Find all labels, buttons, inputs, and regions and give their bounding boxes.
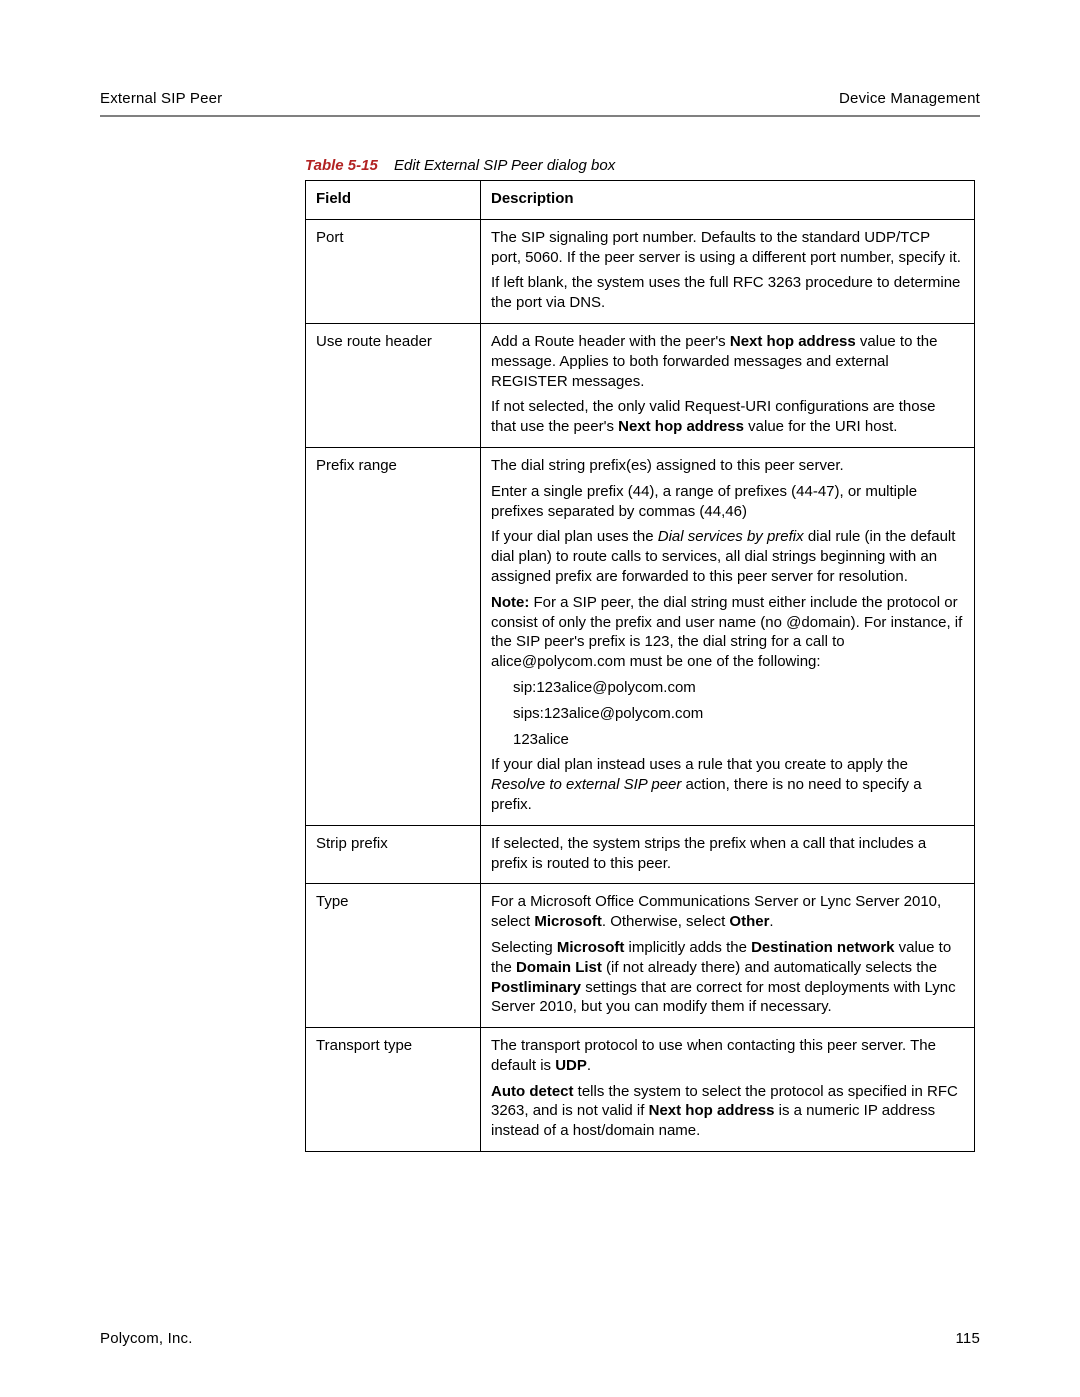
page: External SIP Peer Device Management Tabl… xyxy=(0,0,1080,1397)
desc-para: Enter a single prefix (44), a range of p… xyxy=(491,482,964,522)
description-cell: The transport protocol to use when conta… xyxy=(481,1028,975,1152)
description-cell: For a Microsoft Office Communications Se… xyxy=(481,884,975,1028)
text: . xyxy=(587,1057,591,1074)
desc-para: The SIP signaling port number. Defaults … xyxy=(491,228,964,268)
header-rule xyxy=(100,115,980,117)
bold-text: Postliminary xyxy=(491,979,581,996)
example-line: 123alice xyxy=(513,730,964,750)
header-left: External SIP Peer xyxy=(100,90,222,107)
field-cell: Prefix range xyxy=(306,447,481,825)
desc-para: If left blank, the system uses the full … xyxy=(491,273,964,313)
desc-para: If selected, the system strips the prefi… xyxy=(491,834,964,874)
page-footer: Polycom, Inc. 115 xyxy=(100,1330,980,1347)
table-row: Port The SIP signaling port number. Defa… xyxy=(306,219,975,323)
description-cell: Add a Route header with the peer's Next … xyxy=(481,323,975,447)
table-row: Strip prefix If selected, the system str… xyxy=(306,825,975,884)
col-header-description: Description xyxy=(481,181,975,220)
text: value for the URI host. xyxy=(744,418,897,435)
bold-text: Other xyxy=(729,913,769,930)
description-cell: The SIP signaling port number. Defaults … xyxy=(481,219,975,323)
table-row: Transport type The transport protocol to… xyxy=(306,1028,975,1152)
desc-para: Selecting Microsoft implicitly adds the … xyxy=(491,938,964,1017)
table-caption: Table 5-15 Edit External SIP Peer dialog… xyxy=(305,157,975,174)
desc-para: The transport protocol to use when conta… xyxy=(491,1036,964,1076)
text: Add a Route header with the peer's xyxy=(491,333,730,350)
bold-text: UDP xyxy=(555,1057,587,1074)
table-header-row: Field Description xyxy=(306,181,975,220)
desc-para: If your dial plan instead uses a rule th… xyxy=(491,755,964,814)
description-cell: The dial string prefix(es) assigned to t… xyxy=(481,447,975,825)
field-cell: Type xyxy=(306,884,481,1028)
example-line: sip:123alice@polycom.com xyxy=(513,678,964,698)
text: . Otherwise, select xyxy=(602,913,730,930)
footer-right: 115 xyxy=(955,1330,980,1347)
field-cell: Transport type xyxy=(306,1028,481,1152)
table-row: Type For a Microsoft Office Communicatio… xyxy=(306,884,975,1028)
table-label: Table 5-15 xyxy=(305,157,378,174)
table-title: Edit External SIP Peer dialog box xyxy=(394,157,615,174)
field-cell: Strip prefix xyxy=(306,825,481,884)
bold-text: Destination network xyxy=(751,939,894,956)
italic-text: Dial services by prefix xyxy=(658,528,804,545)
text: For a SIP peer, the dial string must eit… xyxy=(491,594,962,670)
desc-para: For a Microsoft Office Communications Se… xyxy=(491,892,964,932)
text: Selecting xyxy=(491,939,557,956)
desc-para: If not selected, the only valid Request-… xyxy=(491,397,964,437)
desc-para: If your dial plan uses the Dial services… xyxy=(491,527,964,586)
bold-text: Auto detect xyxy=(491,1083,574,1100)
description-cell: If selected, the system strips the prefi… xyxy=(481,825,975,884)
text: implicitly adds the xyxy=(624,939,751,956)
field-cell: Port xyxy=(306,219,481,323)
text: (if not already there) and automatically… xyxy=(602,959,937,976)
field-cell: Use route header xyxy=(306,323,481,447)
fields-table: Field Description Port The SIP signaling… xyxy=(305,180,975,1152)
desc-para: Note: For a SIP peer, the dial string mu… xyxy=(491,593,964,672)
desc-para: Auto detect tells the system to select t… xyxy=(491,1082,964,1141)
text: . xyxy=(769,913,773,930)
bold-text: Next hop address xyxy=(730,333,856,350)
desc-para: Add a Route header with the peer's Next … xyxy=(491,332,964,391)
italic-text: Resolve to external SIP peer xyxy=(491,776,681,793)
table-row: Use route header Add a Route header with… xyxy=(306,323,975,447)
text: If your dial plan instead uses a rule th… xyxy=(491,756,908,773)
content-region: Table 5-15 Edit External SIP Peer dialog… xyxy=(305,157,975,1152)
table-row: Prefix range The dial string prefix(es) … xyxy=(306,447,975,825)
bold-text: Next hop address xyxy=(649,1102,775,1119)
col-header-field: Field xyxy=(306,181,481,220)
header-right: Device Management xyxy=(839,90,980,107)
bold-text: Microsoft xyxy=(557,939,625,956)
desc-para: The dial string prefix(es) assigned to t… xyxy=(491,456,964,476)
bold-text: Next hop address xyxy=(618,418,744,435)
footer-left: Polycom, Inc. xyxy=(100,1330,193,1347)
bold-text: Domain List xyxy=(516,959,602,976)
example-line: sips:123alice@polycom.com xyxy=(513,704,964,724)
text: If your dial plan uses the xyxy=(491,528,658,545)
bold-text: Microsoft xyxy=(534,913,602,930)
bold-text: Note: xyxy=(491,594,529,611)
page-header: External SIP Peer Device Management xyxy=(100,90,980,115)
